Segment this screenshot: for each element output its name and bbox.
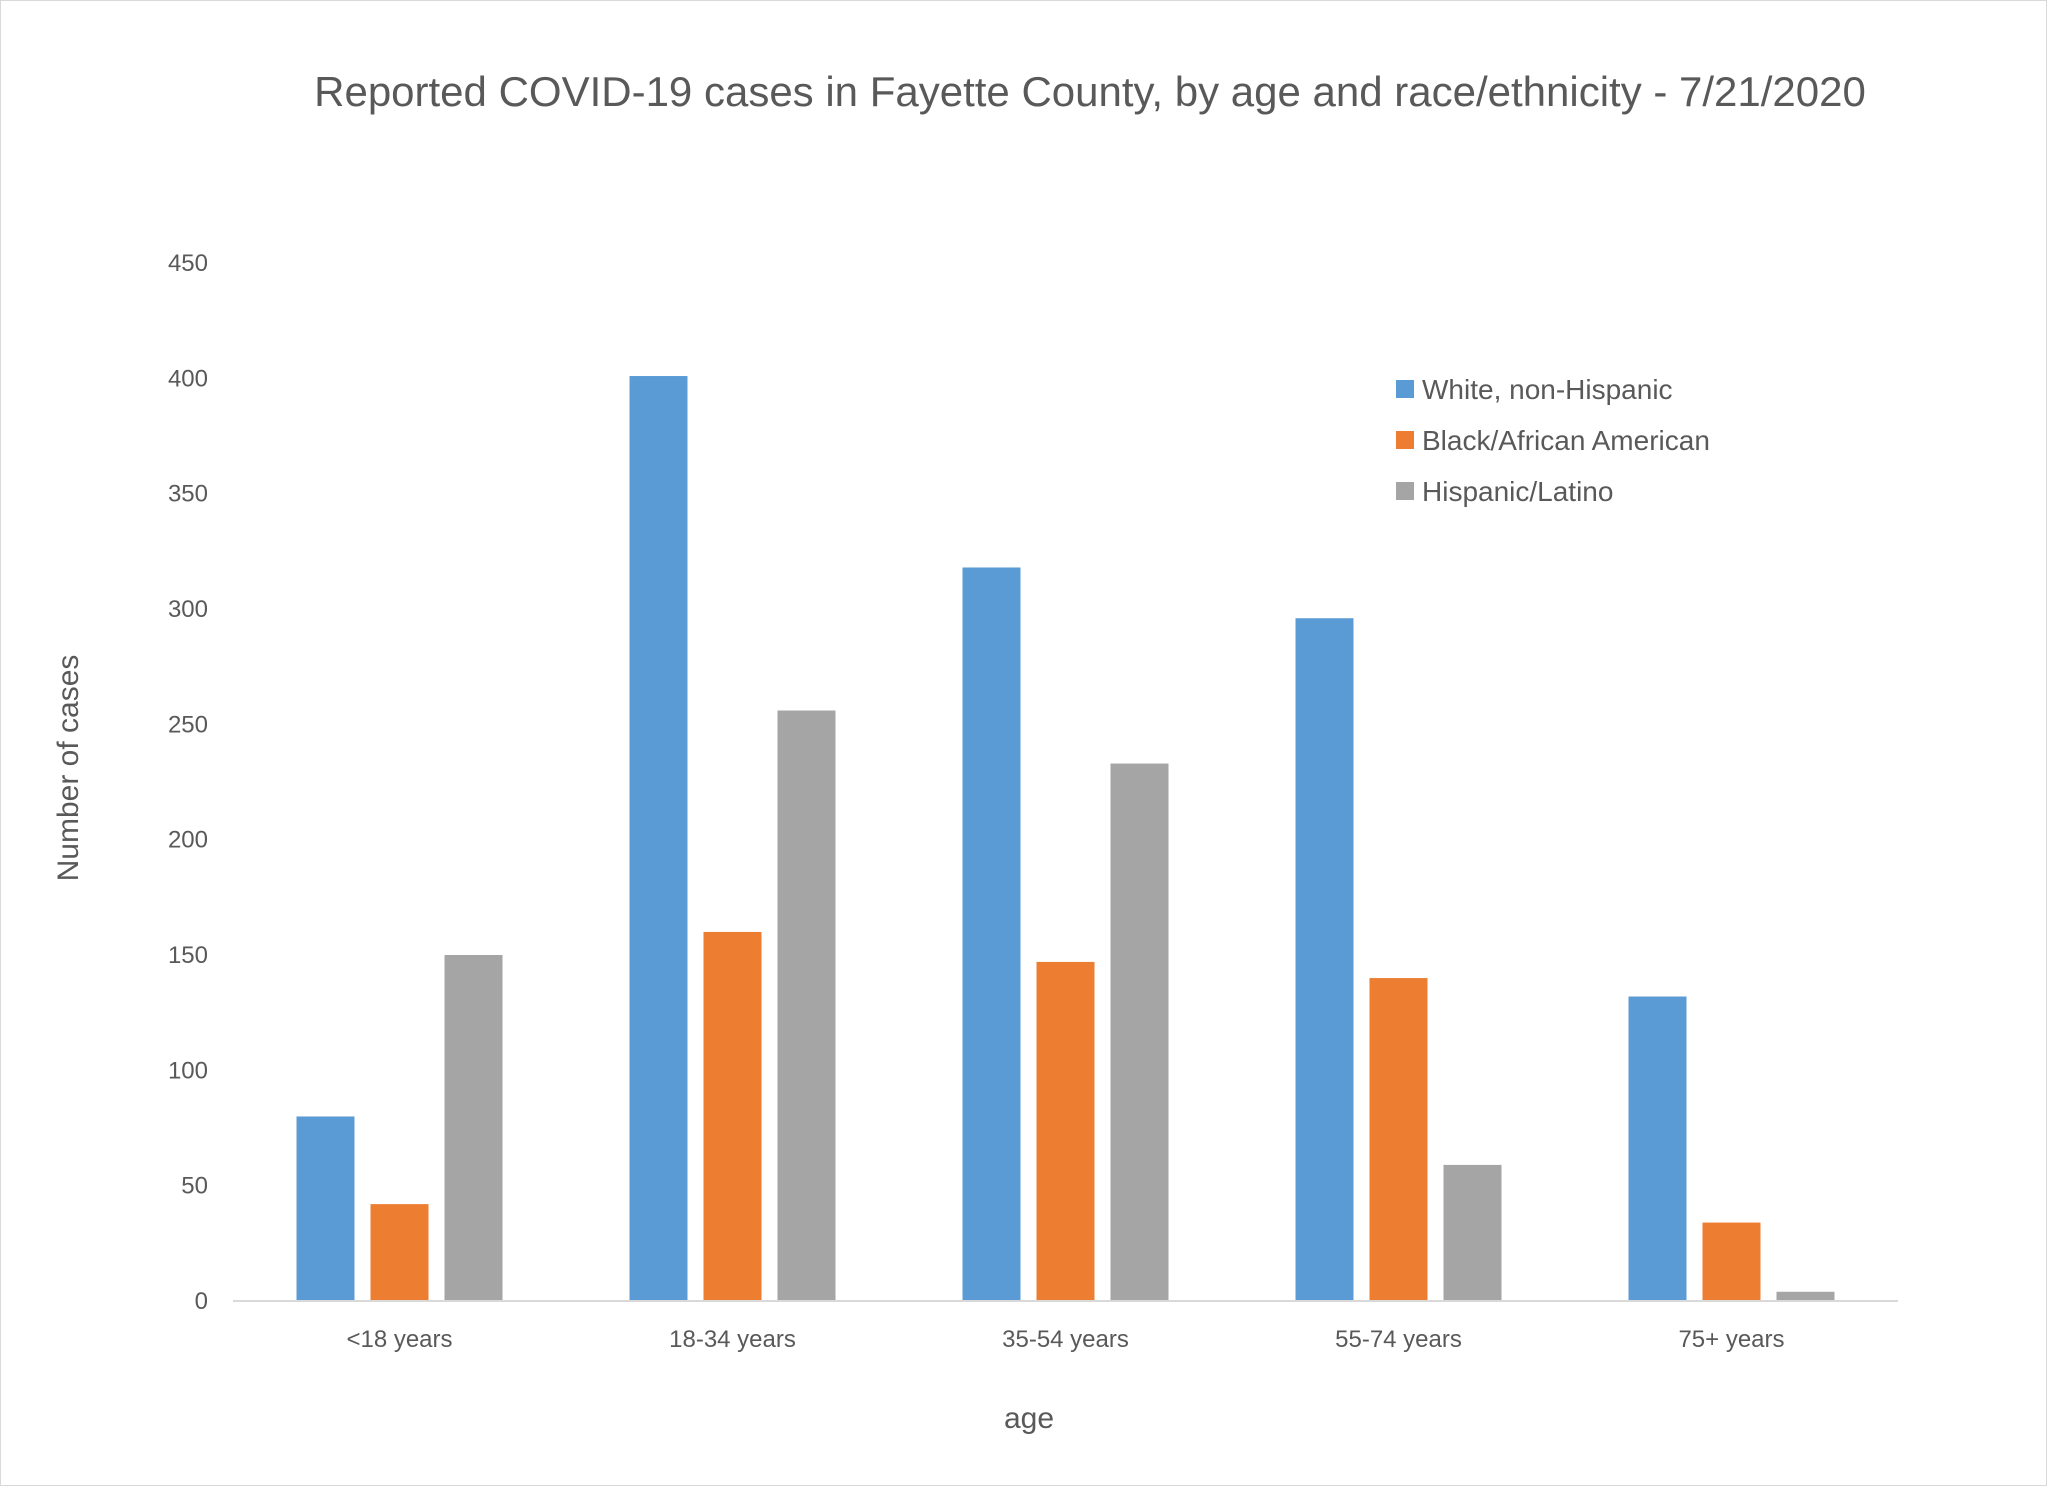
bar: [629, 376, 688, 1301]
bar: [1369, 978, 1428, 1301]
bars-group: [296, 376, 1835, 1301]
y-tick-label: 300: [168, 596, 208, 623]
bar: [703, 931, 762, 1301]
legend-label: Hispanic/Latino: [1422, 476, 1613, 507]
bar: [1776, 1291, 1835, 1301]
bar: [1110, 763, 1169, 1301]
bar: [1628, 996, 1687, 1301]
y-tick-label: 350: [168, 481, 208, 508]
legend: White, non-Hispanic Black/African America…: [1396, 374, 1710, 507]
x-axis-ticks: <18 years 18-34 years 35-54 years 55-74 yea…: [346, 1326, 1784, 1353]
bar: [1443, 1164, 1502, 1301]
bar: [962, 567, 1021, 1301]
x-tick-label: 35-54 years: [1002, 1326, 1129, 1353]
y-tick-label: 200: [168, 827, 208, 854]
y-tick-label: 50: [181, 1173, 208, 1200]
chart-title: Reported COVID-19 cases in Fayette Count…: [314, 68, 1866, 115]
legend-label: Black/African American: [1422, 425, 1710, 456]
x-axis-title: age: [1004, 1402, 1054, 1435]
legend-swatch: [1396, 380, 1414, 398]
y-axis-title: Number of cases: [52, 655, 85, 882]
y-tick-label: 400: [168, 365, 208, 392]
bar: [777, 710, 836, 1301]
bar: [1036, 961, 1095, 1301]
x-tick-label: <18 years: [346, 1326, 452, 1353]
y-tick-label: 100: [168, 1057, 208, 1084]
x-tick-label: 75+ years: [1678, 1326, 1784, 1353]
x-tick-label: 18-34 years: [669, 1326, 796, 1353]
legend-swatch: [1396, 431, 1414, 449]
bar: [370, 1204, 429, 1301]
y-axis-ticks: 0 50 100 150 200 250 300 350 400 450: [168, 250, 208, 1315]
x-tick-label: 55-74 years: [1335, 1326, 1462, 1353]
y-tick-label: 150: [168, 942, 208, 969]
legend-swatch: [1396, 482, 1414, 500]
bar: [444, 955, 503, 1301]
y-tick-label: 450: [168, 250, 208, 277]
bar: [296, 1116, 355, 1301]
y-tick-label: 250: [168, 711, 208, 738]
bar: [1295, 618, 1354, 1301]
legend-label: White, non-Hispanic: [1422, 374, 1673, 405]
bar: [1702, 1222, 1761, 1301]
y-tick-label: 0: [195, 1288, 208, 1315]
